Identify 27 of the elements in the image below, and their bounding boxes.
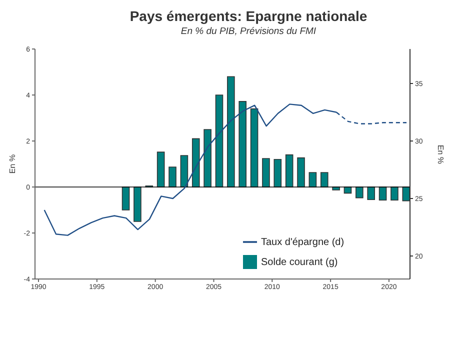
- legend-label: Taux d'épargne (d): [261, 237, 344, 248]
- bar: [308, 172, 317, 188]
- bar: [367, 186, 376, 200]
- bar: [378, 186, 387, 201]
- bar: [390, 186, 398, 201]
- y2-axis-title: En %: [436, 144, 446, 164]
- bar: [320, 172, 328, 188]
- bar: [274, 159, 282, 188]
- bar: [356, 186, 364, 198]
- legend-label: Solde courant (g): [261, 257, 338, 268]
- bar: [227, 76, 235, 188]
- chart-title: Pays émergents: Epargne nationale: [128, 8, 368, 24]
- bar: [134, 186, 142, 222]
- bar: [168, 166, 176, 188]
- bar: [156, 152, 165, 188]
- chart-subtitle: En % du PIB, Prévisions du FMI: [180, 26, 318, 37]
- bar: [215, 94, 224, 188]
- bar: [262, 158, 270, 188]
- bar: [204, 129, 212, 188]
- bar: [297, 157, 305, 188]
- bar: [122, 186, 130, 210]
- bar: [238, 101, 247, 188]
- y-axis-title: En %: [8, 154, 17, 174]
- bar: [192, 138, 200, 188]
- bar: [285, 154, 294, 188]
- bar: [250, 108, 258, 188]
- bar: [180, 155, 188, 188]
